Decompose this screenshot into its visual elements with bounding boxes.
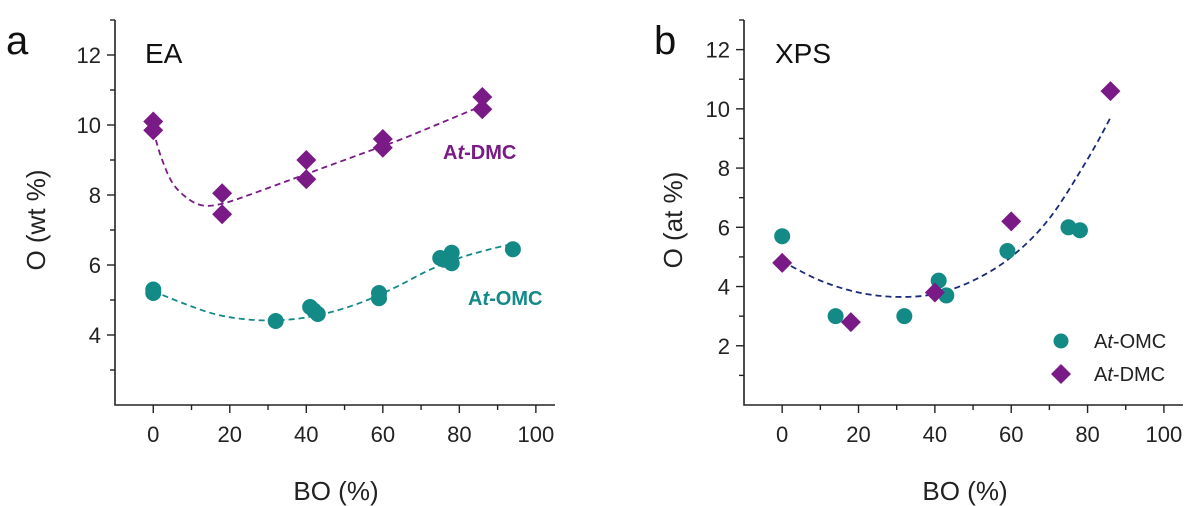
data-point-omc	[827, 308, 844, 325]
data-point-omc	[371, 285, 387, 301]
data-point-dmc	[296, 150, 317, 170]
data-point-omc	[145, 281, 162, 298]
fit-line-omc	[152, 243, 514, 322]
x-tick-label: 40	[923, 422, 947, 447]
x-tick-label: 60	[371, 422, 395, 447]
data-point-dmc	[296, 169, 317, 190]
legend-marker-at-dmc	[1051, 364, 1071, 384]
data-point-omc	[999, 243, 1016, 259]
data-point-dmc	[924, 282, 945, 303]
y-tick-label: 8	[718, 156, 730, 181]
data-point-dmc	[1001, 211, 1022, 232]
data-point-omc	[309, 306, 326, 322]
x-tick-label: 0	[147, 422, 159, 447]
panel-a-y-axis-title: O (wt %)	[21, 169, 51, 270]
legend-marker-at-omc	[1053, 333, 1069, 349]
panel-b-data-points	[772, 81, 1121, 333]
x-tick-label: 80	[447, 422, 471, 447]
y-tick-label: 10	[706, 97, 730, 122]
series-label-at-dmc: At-DMC	[443, 142, 516, 164]
x-tick-label: 100	[518, 422, 555, 447]
x-tick-label: 20	[846, 422, 870, 447]
panel-a-letter: a	[6, 19, 29, 63]
panel-b-letter: b	[654, 19, 676, 63]
y-tick-label: 6	[89, 253, 101, 278]
panel-a-series-labels: At-DMC At-OMC	[443, 142, 542, 310]
data-point-omc	[896, 308, 913, 325]
data-point-dmc	[472, 87, 493, 107]
x-tick-label: 40	[294, 422, 318, 447]
panel-a-x-axis-title: BO (%)	[293, 476, 378, 506]
data-point-dmc	[772, 252, 793, 273]
y-tick-label: 12	[706, 38, 730, 63]
x-tick-label: 80	[1075, 422, 1099, 447]
data-point-dmc	[472, 99, 493, 120]
fit-line-xps	[781, 117, 1112, 298]
data-point-omc	[267, 313, 284, 329]
panel-a-axes: 0 20 40 60 80 100 4 6 8 10 12	[77, 19, 555, 447]
data-point-dmc	[1100, 81, 1121, 102]
x-tick-label: 60	[999, 422, 1023, 447]
axis-frame	[743, 20, 1183, 406]
y-tick-label: 4	[89, 323, 101, 348]
panel-b-x-axis-title: BO (%)	[922, 476, 1007, 506]
panel-b-title: XPS	[775, 38, 831, 69]
panel-a-title: EA	[145, 38, 183, 69]
data-point-dmc	[372, 129, 393, 149]
series-label-at-omc: At-OMC	[468, 288, 542, 310]
x-tick-label: 100	[1146, 422, 1183, 447]
panel-b-y-axis-title: O (at %)	[658, 172, 688, 269]
y-tick-label: 12	[77, 43, 101, 68]
panel-a-fit-lines	[152, 104, 514, 322]
panel-a-chart: a EA BO (%) O (wt %) 0 20 40 60 80 100 4 6 8 10 12…	[6, 19, 555, 506]
data-point-dmc	[143, 111, 164, 132]
legend-label-at-omc: At-OMC	[1094, 331, 1166, 353]
panel-b-axes: 0 20 40 60 80 100 2 4 6 8 10 12	[706, 19, 1183, 447]
panel-b-chart: b XPS BO (%) O (at %) 0 20 40 60 80 100 2 4 6 8 10…	[654, 19, 1183, 506]
panel-b-legend: At-OMC At-DMC	[1051, 331, 1166, 386]
data-point-omc	[774, 228, 791, 245]
data-point-dmc	[840, 312, 861, 333]
legend-label-at-dmc: At-DMC	[1094, 364, 1165, 386]
data-point-dmc	[212, 204, 233, 225]
axis-frame	[114, 20, 555, 406]
x-tick-label: 20	[218, 422, 242, 447]
panel-a-data-points	[143, 87, 521, 329]
data-point-omc	[1071, 222, 1088, 239]
y-tick-label: 6	[718, 215, 730, 240]
y-tick-label: 10	[77, 113, 101, 138]
fit-line-dmc	[152, 104, 483, 207]
data-point-omc	[443, 244, 460, 261]
x-tick-label: 0	[776, 422, 788, 447]
data-point-dmc	[212, 183, 233, 204]
y-tick-label: 4	[718, 275, 730, 300]
data-point-omc	[504, 241, 521, 258]
panel-b-fit-line	[781, 117, 1112, 298]
y-tick-label: 8	[89, 183, 101, 208]
y-tick-label: 2	[718, 334, 730, 359]
